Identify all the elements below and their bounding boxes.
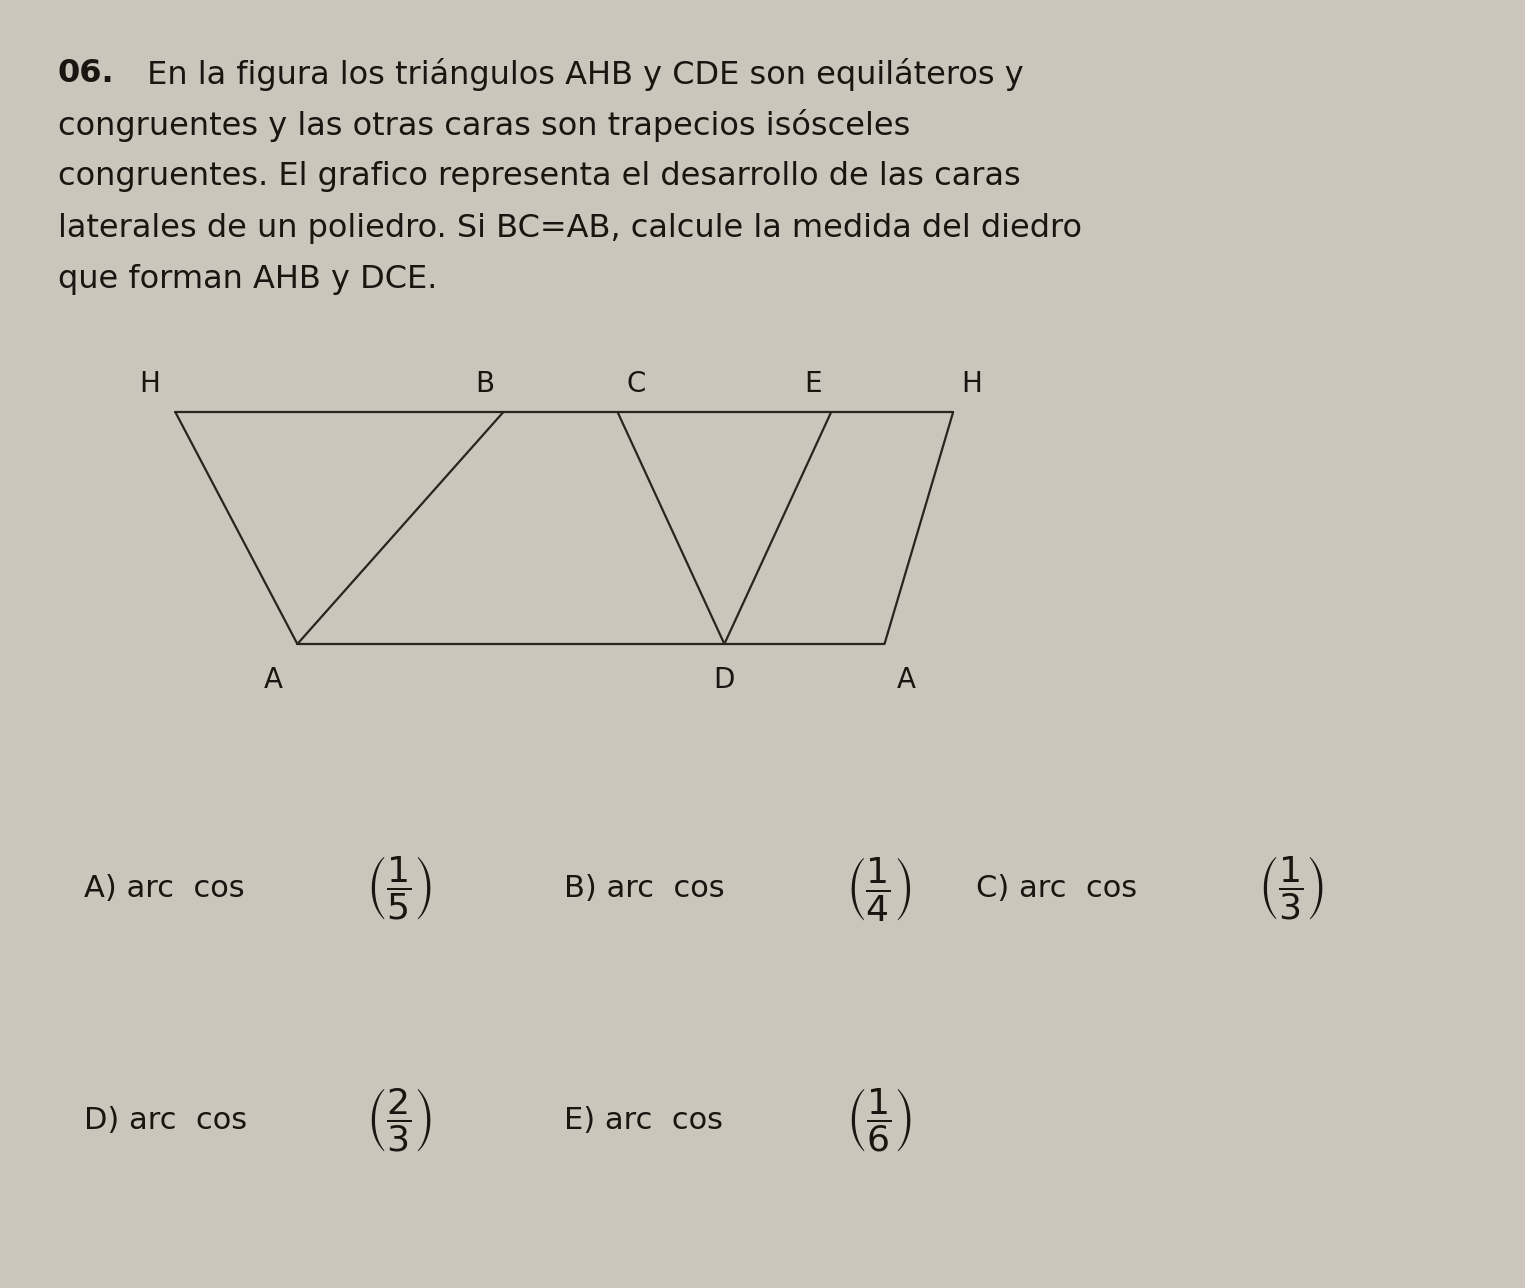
Text: 06.: 06. bbox=[58, 58, 114, 89]
Text: A: A bbox=[264, 666, 282, 694]
Text: congruentes y las otras caras son trapecios isósceles: congruentes y las otras caras son trapec… bbox=[58, 109, 910, 143]
Text: A: A bbox=[897, 666, 915, 694]
Text: D) arc  cos: D) arc cos bbox=[84, 1106, 247, 1135]
Text: E: E bbox=[804, 370, 822, 398]
Text: E) arc  cos: E) arc cos bbox=[564, 1106, 723, 1135]
Text: $\left(\dfrac{1}{5}\right)$: $\left(\dfrac{1}{5}\right)$ bbox=[366, 855, 432, 922]
Text: B: B bbox=[476, 370, 494, 398]
Text: congruentes. El grafico representa el desarrollo de las caras: congruentes. El grafico representa el de… bbox=[58, 161, 1020, 192]
Text: C) arc  cos: C) arc cos bbox=[976, 875, 1138, 903]
Text: A) arc  cos: A) arc cos bbox=[84, 875, 244, 903]
Text: B) arc  cos: B) arc cos bbox=[564, 875, 724, 903]
Text: $\left(\dfrac{2}{3}\right)$: $\left(\dfrac{2}{3}\right)$ bbox=[366, 1087, 432, 1154]
Text: C: C bbox=[627, 370, 645, 398]
Text: $\left(\dfrac{1}{4}\right)$: $\left(\dfrac{1}{4}\right)$ bbox=[846, 855, 912, 922]
Text: H: H bbox=[139, 370, 160, 398]
Text: $\left(\dfrac{1}{3}\right)$: $\left(\dfrac{1}{3}\right)$ bbox=[1258, 855, 1324, 922]
Text: D: D bbox=[714, 666, 735, 694]
Text: En la figura los triángulos AHB y CDE son equiláteros y: En la figura los triángulos AHB y CDE so… bbox=[137, 58, 1023, 91]
Text: laterales de un poliedro. Si BC=AB, calcule la medida del diedro: laterales de un poliedro. Si BC=AB, calc… bbox=[58, 213, 1081, 243]
Text: que forman AHB y DCE.: que forman AHB y DCE. bbox=[58, 264, 438, 295]
Text: $\left(\dfrac{1}{6}\right)$: $\left(\dfrac{1}{6}\right)$ bbox=[846, 1087, 912, 1154]
Text: H: H bbox=[961, 370, 982, 398]
